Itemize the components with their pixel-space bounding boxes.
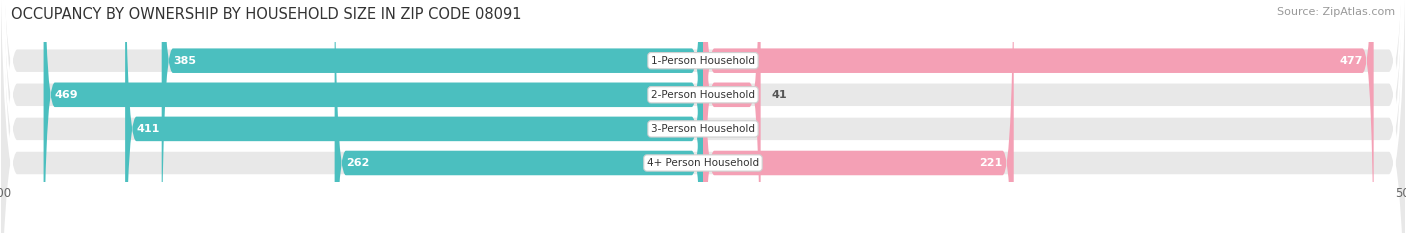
Text: 3-Person Household: 3-Person Household [651,124,755,134]
Text: 221: 221 [979,158,1002,168]
FancyBboxPatch shape [703,0,1374,233]
FancyBboxPatch shape [44,0,703,233]
FancyBboxPatch shape [335,0,703,233]
Text: Source: ZipAtlas.com: Source: ZipAtlas.com [1277,7,1395,17]
FancyBboxPatch shape [162,0,703,233]
FancyBboxPatch shape [125,0,703,233]
Text: 385: 385 [173,56,195,66]
Text: 0: 0 [714,124,721,134]
FancyBboxPatch shape [703,0,1014,233]
FancyBboxPatch shape [703,0,761,233]
Text: 1-Person Household: 1-Person Household [651,56,755,66]
Text: OCCUPANCY BY OWNERSHIP BY HOUSEHOLD SIZE IN ZIP CODE 08091: OCCUPANCY BY OWNERSHIP BY HOUSEHOLD SIZE… [11,7,522,22]
Text: 469: 469 [55,90,79,100]
Text: 262: 262 [346,158,370,168]
Text: 411: 411 [136,124,160,134]
Text: 4+ Person Household: 4+ Person Household [647,158,759,168]
Text: 2-Person Household: 2-Person Household [651,90,755,100]
Text: 477: 477 [1339,56,1362,66]
Text: 41: 41 [772,90,787,100]
